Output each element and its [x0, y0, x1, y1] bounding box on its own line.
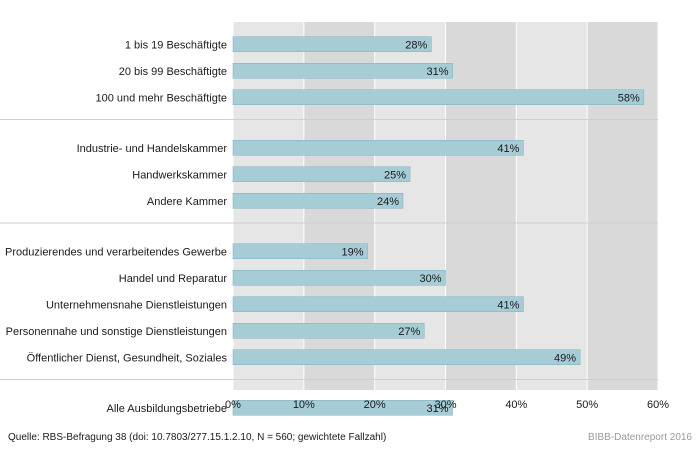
x-tick-label: 30%: [434, 399, 456, 411]
category-label: 1 bis 19 Beschäftigte: [125, 39, 227, 51]
category-label: 20 bis 99 Beschäftigte: [119, 66, 227, 78]
bar-value-label: 25%: [384, 169, 406, 181]
plot-band: [445, 22, 517, 390]
bar: [232, 166, 411, 182]
source-note: Quelle: RBS-Befragung 38 (doi: 10.7803/2…: [8, 432, 386, 443]
bar: [232, 193, 404, 209]
bar: [232, 400, 453, 416]
category-label: 100 und mehr Beschäftigte: [96, 92, 227, 104]
x-tick-label: 0%: [225, 399, 241, 411]
x-tick-label: 50%: [576, 399, 598, 411]
bar: [232, 89, 645, 105]
category-label: Produzierendes und verarbeitendes Gewerb…: [5, 246, 227, 258]
bar: [232, 36, 432, 52]
category-label: Alle Ausbildungsbetriebe: [107, 403, 227, 415]
x-axis-ticks: 0% 10% 20% 30% 40% 50% 60%: [225, 399, 669, 411]
bar: [232, 323, 425, 339]
bar: [232, 296, 524, 312]
brand-label: BIBB-Datenreport 2016: [588, 432, 692, 443]
x-tick-label: 20%: [364, 399, 386, 411]
bar-value-label: 41%: [497, 143, 519, 155]
x-tick-label: 60%: [647, 399, 669, 411]
bar-value-label: 31%: [427, 66, 449, 78]
bar-value-label: 24%: [377, 196, 399, 208]
category-label: Unternehmensnahe Dienstleistungen: [46, 299, 227, 311]
category-label: Andere Kammer: [147, 196, 227, 208]
category-label: Handel und Reparatur: [119, 273, 228, 285]
x-tick-label: 40%: [505, 399, 527, 411]
category-labels: 1 bis 19 Beschäftigte 20 bis 99 Beschäfti…: [5, 39, 227, 415]
category-label: Personennahe und sonstige Dienstleistung…: [6, 326, 227, 338]
bar-value-label: 28%: [405, 39, 427, 51]
bar-value-label: 41%: [497, 299, 519, 311]
bar-value-label: 30%: [419, 273, 441, 285]
bar: [232, 270, 446, 286]
bar-value-label: 31%: [427, 403, 449, 415]
bars: 28% 31% 58% 41% 25% 24% 19% 30% 41% 27% 49% 31%: [232, 36, 645, 416]
category-label: Öffentlicher Dienst, Gesundheit, Soziale…: [27, 352, 228, 364]
bar: [232, 243, 368, 259]
bar-value-label: 49%: [554, 352, 576, 364]
bar: [232, 63, 453, 79]
bar: [232, 140, 524, 156]
bar: [232, 349, 581, 365]
category-label: Handwerkskammer: [132, 169, 227, 181]
category-label: Industrie- und Handelskammer: [77, 143, 228, 155]
bar-value-label: 19%: [342, 246, 364, 258]
plot-band: [587, 22, 658, 390]
x-tick-label: 10%: [293, 399, 315, 411]
bar-value-label: 27%: [398, 326, 420, 338]
bar-value-label: 58%: [618, 92, 640, 104]
